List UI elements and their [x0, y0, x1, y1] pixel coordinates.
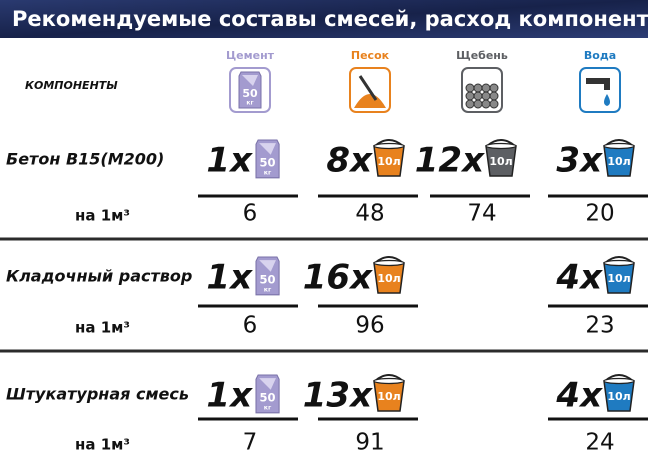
bucket-label: 10л — [377, 272, 400, 285]
gravel-stone — [465, 91, 475, 101]
amount: 6 — [243, 313, 258, 339]
bucket-rim — [603, 259, 635, 267]
bucket-icon: 10л — [603, 374, 635, 412]
bucket-icon: 10л — [603, 256, 635, 294]
shovel — [358, 75, 378, 101]
amount: 7 — [243, 430, 258, 456]
per-unit: на 1м³ — [75, 436, 130, 454]
per-unit: на 1м³ — [75, 207, 130, 225]
sand-pile — [354, 94, 386, 108]
bucket-icon: 10л — [373, 139, 405, 177]
bag-unit: кг — [264, 287, 272, 294]
bucket-icon: 10л — [485, 139, 517, 177]
gravel-stone — [465, 99, 475, 109]
bucket-label: 10л — [377, 390, 400, 403]
faucet — [586, 78, 610, 90]
gravel-stone — [465, 83, 475, 93]
bucket-rim — [485, 142, 517, 150]
bag-unit: кг — [264, 405, 272, 412]
bag-shape — [255, 256, 280, 296]
column-icon-frame — [579, 67, 621, 113]
row-name: Кладочный раствор — [6, 267, 192, 286]
column-name: Вода — [584, 49, 616, 62]
bag-fold — [259, 378, 276, 390]
bucket-label: 10л — [607, 390, 630, 403]
bag-shape — [255, 374, 280, 414]
amount: 96 — [355, 313, 384, 339]
bucket-rim — [373, 142, 405, 150]
multiplier: 3х — [556, 141, 603, 181]
title-bar — [0, 0, 648, 38]
amount: 91 — [355, 430, 384, 456]
multiplier: 4х — [555, 258, 603, 298]
bag-value: 50 — [260, 273, 276, 287]
bag-unit: кг — [264, 170, 272, 177]
title: Рекомендуемые составы смесей, расход ком… — [12, 7, 648, 31]
gravel-stone — [489, 99, 499, 109]
multiplier: 12х — [415, 141, 485, 181]
bucket-label: 10л — [377, 155, 400, 168]
bucket-icon: 10л — [373, 256, 405, 294]
column-name: Щебень — [456, 49, 508, 62]
multiplier: 1х — [206, 376, 253, 416]
row-name: Бетон В15(М200) — [6, 150, 164, 169]
bag-shape — [255, 139, 280, 179]
bucket-icon: 10л — [603, 139, 635, 177]
gravel-stone — [481, 83, 491, 93]
column-name: Песок — [351, 49, 390, 62]
multiplier: 1х — [206, 258, 253, 298]
bucket-rim — [373, 377, 405, 385]
multiplier: 8х — [326, 141, 373, 181]
bag-shape — [238, 71, 262, 109]
column-name: Цемент — [226, 49, 275, 62]
amount: 48 — [355, 201, 384, 227]
bucket-label: 10л — [607, 272, 630, 285]
bucket-label: 10л — [607, 155, 630, 168]
bucket-rim — [603, 377, 635, 385]
gravel-stone — [473, 99, 483, 109]
bag-fold — [242, 75, 258, 86]
multiplier: 1х — [206, 141, 253, 181]
bag-value: 50 — [260, 391, 276, 405]
gravel-stone — [481, 99, 491, 109]
bucket-label: 10л — [489, 155, 512, 168]
gravel-stone — [473, 91, 483, 101]
bag-fold — [259, 260, 276, 272]
gravel-stone — [481, 91, 491, 101]
multiplier: 13х — [303, 376, 373, 416]
per-unit: на 1м³ — [75, 319, 130, 337]
gravel-stone — [473, 83, 483, 93]
water-drop — [604, 94, 610, 106]
multiplier: 16х — [303, 258, 373, 298]
corner-label: КОМПОНЕНТЫ — [25, 79, 118, 92]
bucket-icon: 10л — [373, 374, 405, 412]
amount: 6 — [243, 201, 258, 227]
bag-value: 50 — [260, 156, 276, 170]
amount: 20 — [585, 201, 614, 227]
bag-value: 50 — [242, 87, 258, 100]
multiplier: 4х — [555, 376, 603, 416]
amount: 74 — [467, 201, 496, 227]
gravel-stone — [489, 91, 499, 101]
bucket-rim — [603, 142, 635, 150]
bag-unit: кг — [246, 100, 253, 107]
row-name: Штукатурная смесь — [6, 385, 189, 404]
bag-fold — [259, 143, 276, 155]
amount: 24 — [585, 430, 614, 456]
gravel-stone — [489, 83, 499, 93]
amount: 23 — [585, 313, 614, 339]
bucket-rim — [373, 259, 405, 267]
